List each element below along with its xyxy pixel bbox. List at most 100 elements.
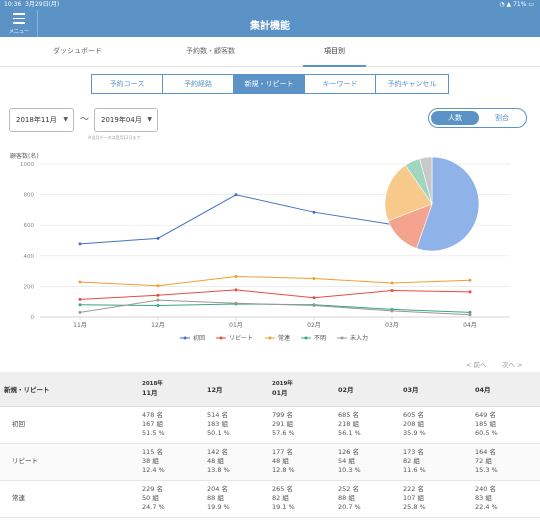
prev-link[interactable]: < 前へ	[466, 361, 487, 369]
table-header-row: 新規・リピート 2018年 11月 12月 2019年 01月 02月 03月 04…	[0, 372, 540, 407]
cell-value: 208 組	[403, 420, 424, 428]
legend-label: 初回	[193, 334, 205, 342]
legend-marker	[340, 336, 344, 340]
column-header: 03月	[399, 372, 471, 407]
page-title: 集計機能	[250, 21, 290, 32]
segment-route[interactable]: 予約経路	[162, 74, 234, 94]
cell-value: 50 組	[142, 494, 159, 502]
data-point	[156, 298, 160, 302]
data-point	[156, 304, 160, 308]
series-line	[79, 299, 471, 316]
cell-value: 22.4 %	[475, 503, 498, 511]
cell-value: 185 組	[475, 420, 496, 428]
table-cell: 126 名 54 組 10.3 %	[334, 443, 399, 481]
data-point	[156, 293, 160, 297]
data-point	[156, 236, 160, 240]
hamburger-icon	[13, 13, 25, 27]
cell-value: 291 組	[272, 420, 293, 428]
tab-reservations[interactable]: 予約数・顧客数	[186, 47, 235, 55]
cell-value: 252 名	[338, 485, 359, 493]
cell-value: 38 組	[142, 457, 159, 465]
table-cell: 142 名 48 組 13.8 %	[203, 443, 268, 481]
cell-value: 25.8 %	[403, 503, 426, 511]
cell-value: 649 名	[475, 411, 496, 419]
legend-marker	[304, 336, 308, 340]
cell-value: 605 名	[403, 411, 424, 419]
data-point	[468, 313, 472, 317]
y-tick-label: 600	[24, 223, 35, 229]
cell-value: 222 名	[403, 485, 424, 493]
data-point	[390, 289, 394, 293]
chart-area: 顧客数(名) 0 200 400 600 800 1000 11月 12月 01月 02月 03月 04…	[0, 152, 540, 352]
legend-marker	[268, 336, 272, 340]
table-cell: 649 名 185 組 60.5 %	[471, 406, 540, 444]
legend-marker	[219, 336, 223, 340]
table-cell: 514 名 183 組 50.1 %	[203, 406, 268, 444]
table-cell: 222 名 107 組 25.8 %	[399, 480, 471, 518]
tab-dashboard[interactable]: ダッシュボード	[53, 47, 102, 55]
pie-slice	[419, 156, 433, 205]
cell-value: 799 名	[272, 411, 293, 419]
data-point	[390, 281, 394, 285]
cell-value: 126 名	[338, 448, 359, 456]
tab-by-item[interactable]: 項目別	[303, 37, 366, 67]
cell-value: 60.5 %	[475, 429, 498, 437]
x-tick-label: 12月	[151, 322, 165, 329]
data-point	[78, 310, 82, 314]
series-line	[79, 275, 471, 287]
to-month-select[interactable]: 2019年04月 ▼	[94, 108, 158, 132]
status-battery: ◔ ▲ 71% ▭	[499, 1, 534, 8]
cell-value: 229 名	[142, 485, 163, 493]
cell-value: 48 組	[272, 457, 289, 465]
table-cell: 164 名 72 組 15.3 %	[471, 443, 540, 481]
table-cell: 177 名 48 組 12.8 %	[268, 443, 334, 481]
table-cell: 204 名 88 組 19.9 %	[203, 480, 268, 518]
cell-value: 240 名	[475, 485, 496, 493]
main-content: 予約コース 予約経路 新規・リピート キーワード 予約キャンセル 2018年11…	[0, 67, 540, 530]
next-link[interactable]: 次へ >	[502, 361, 523, 369]
segment-new-repeat[interactable]: 新規・リピート	[233, 74, 305, 94]
tab-bar: ダッシュボード 予約数・顧客数 項目別	[0, 37, 540, 67]
column-header: 02月	[334, 372, 399, 407]
cell-value: 82 組	[403, 457, 420, 465]
cell-value: 177 名	[272, 448, 293, 456]
cell-value: 11.6 %	[403, 466, 426, 474]
x-tick-label: 02月	[307, 322, 321, 329]
x-tick-label: 03月	[385, 322, 399, 329]
toggle-count[interactable]: 人数	[431, 111, 479, 125]
data-point	[234, 288, 238, 292]
cell-value: 167 組	[142, 420, 163, 428]
cell-value: 12.4 %	[142, 466, 165, 474]
data-point	[468, 278, 472, 282]
x-tick-label: 04月	[463, 322, 477, 329]
line-chart: 顧客数(名) 0 200 400 600 800 1000 11月 12月 01月 02月 03月 04…	[10, 152, 510, 342]
segment-course[interactable]: 予約コース	[91, 74, 163, 94]
column-header: 12月	[203, 372, 268, 407]
range-separator: 〜	[80, 115, 90, 125]
cell-value: 115 名	[142, 448, 163, 456]
cell-value: 48 組	[207, 457, 224, 465]
cell-value: 88 組	[207, 494, 224, 502]
cell-value: 183 組	[207, 420, 228, 428]
toggle-ratio[interactable]: 割合	[495, 114, 509, 122]
cell-value: 56.1 %	[338, 429, 361, 437]
cell-value: 514 名	[207, 411, 228, 419]
y-tick-label: 400	[24, 254, 35, 260]
y-tick-label: 0	[31, 315, 35, 321]
cell-value: 12.8 %	[272, 466, 295, 474]
table-cell: 265 名 82 組 19.1 %	[268, 480, 334, 518]
cell-value: 10.3 %	[338, 466, 361, 474]
row-label: 初回	[0, 406, 138, 444]
segment-cancel[interactable]: 予約キャンセル	[375, 74, 449, 94]
chevron-down-icon: ▼	[63, 116, 68, 123]
cell-value: 19.1 %	[272, 503, 295, 511]
legend-label: リピート	[229, 335, 253, 342]
cell-value: 265 名	[272, 485, 293, 493]
column-header: 2019年 01月	[268, 372, 334, 407]
data-point	[78, 280, 82, 284]
from-month-select[interactable]: 2018年11月 ▼	[9, 108, 74, 132]
row-label: リピート	[0, 443, 138, 481]
menu-button[interactable]: メニュー	[0, 10, 38, 37]
cell-value: 164 名	[475, 448, 496, 456]
segment-keyword[interactable]: キーワード	[304, 74, 376, 94]
